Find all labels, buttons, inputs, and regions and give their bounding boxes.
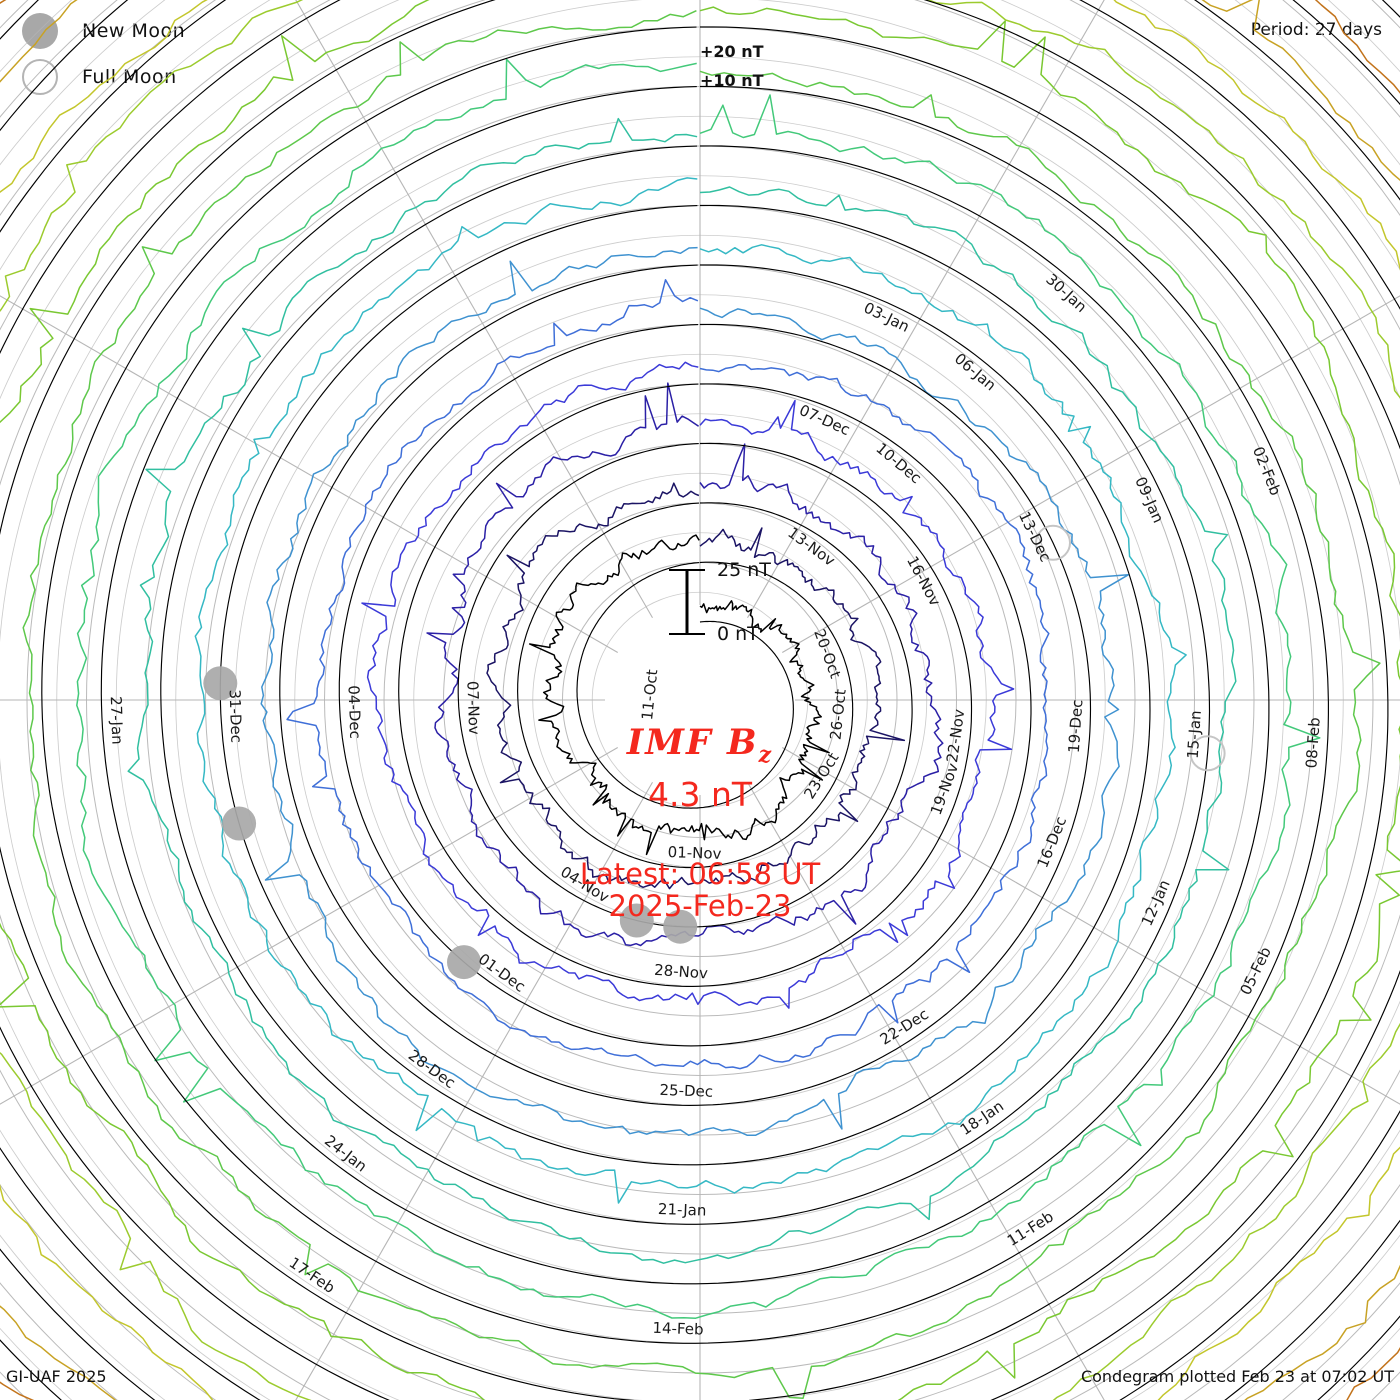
svg-text:24-Jan: 24-Jan: [321, 1131, 370, 1175]
svg-text:03-Jan: 03-Jan: [861, 299, 912, 336]
svg-text:20-Oct: 20-Oct: [810, 627, 844, 681]
svg-text:13-Dec: 13-Dec: [1015, 509, 1055, 565]
moon-phase-legend: New Moon Full Moon: [22, 8, 185, 100]
svg-text:01-Dec: 01-Dec: [475, 950, 529, 996]
svg-text:23-Oct: 23-Oct: [800, 749, 842, 802]
svg-text:27-Jan: 27-Jan: [107, 696, 127, 745]
svg-text:16-Dec: 16-Dec: [1033, 814, 1070, 870]
scale-bar-top-label: 25 nT: [717, 559, 771, 581]
svg-text:08-Feb: 08-Feb: [1302, 717, 1324, 769]
svg-text:11-Feb: 11-Feb: [1004, 1208, 1057, 1250]
svg-text:04-Dec: 04-Dec: [344, 685, 364, 739]
svg-text:05-Feb: 05-Feb: [1236, 944, 1275, 998]
new-moon-icon: [22, 13, 58, 49]
svg-text:21-Jan: 21-Jan: [658, 1200, 707, 1220]
svg-text:07-Nov: 07-Nov: [463, 681, 483, 735]
svg-text:01-Nov: 01-Nov: [667, 843, 721, 863]
scale-bar-bottom-label: 0 nT: [717, 623, 759, 645]
legend-item-full-moon: Full Moon: [22, 54, 185, 100]
svg-text:14-Feb: 14-Feb: [652, 1319, 704, 1339]
radial-tick-labels: +20 nT +10 nT: [700, 42, 764, 90]
radial-tick-1: +10 nT: [700, 71, 764, 90]
svg-text:12-Jan: 12-Jan: [1138, 877, 1174, 929]
radial-tick-0: +20 nT: [700, 42, 764, 61]
legend-label-new-moon: New Moon: [82, 20, 186, 42]
svg-text:22-Nov: 22-Nov: [943, 708, 968, 764]
svg-text:11-Oct: 11-Oct: [638, 668, 661, 721]
full-moon-icon: [22, 59, 58, 95]
svg-text:09-Jan: 09-Jan: [1131, 474, 1167, 526]
svg-text:28-Nov: 28-Nov: [654, 961, 709, 983]
legend-label-full-moon: Full Moon: [82, 66, 177, 88]
svg-text:25-Dec: 25-Dec: [659, 1081, 713, 1101]
svg-text:18-Jan: 18-Jan: [957, 1097, 1007, 1139]
plotted-label: Condegram plotted Feb 23 at 07:02 UT: [1080, 1367, 1394, 1386]
svg-text:02-Feb: 02-Feb: [1249, 444, 1285, 498]
period-label: Period: 27 days: [1250, 20, 1382, 40]
svg-text:31-Dec: 31-Dec: [226, 689, 246, 743]
amplitude-scale-bar: 25 nT 0 nT: [669, 559, 771, 645]
svg-text:26-Oct: 26-Oct: [826, 688, 849, 741]
credit-label: GI-UAF 2025: [6, 1367, 107, 1386]
legend-item-new-moon: New Moon: [22, 8, 185, 54]
svg-text:19-Nov: 19-Nov: [927, 761, 962, 818]
svg-text:28-Dec: 28-Dec: [405, 1046, 459, 1092]
svg-text:17-Feb: 17-Feb: [286, 1254, 338, 1297]
svg-text:15-Jan: 15-Jan: [1184, 710, 1205, 760]
svg-text:19-Dec: 19-Dec: [1065, 699, 1087, 754]
moon-markers: [203, 524, 1226, 980]
